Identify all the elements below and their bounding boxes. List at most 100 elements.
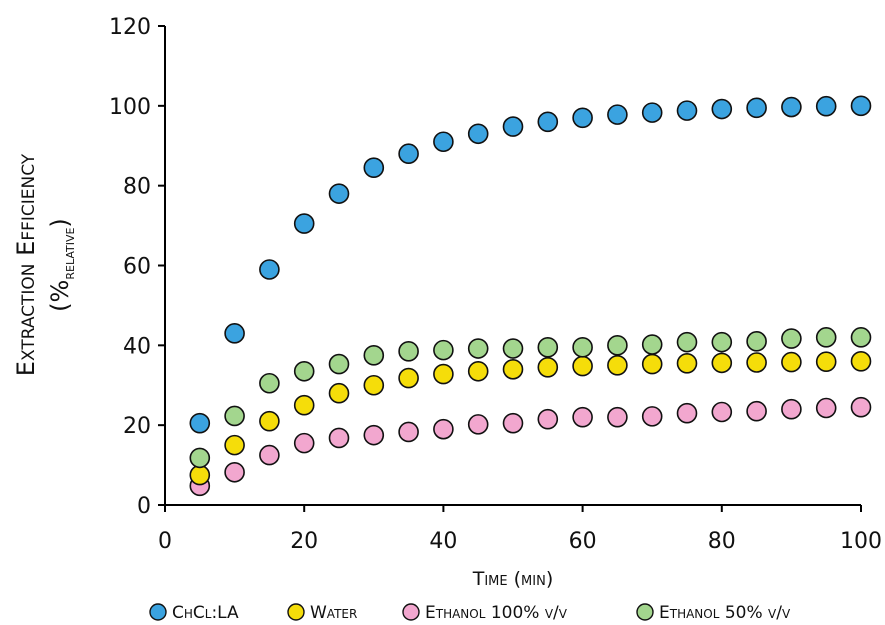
data-point xyxy=(293,360,315,382)
data-point xyxy=(850,350,872,372)
data-point xyxy=(746,400,767,422)
y-tick-label: 20 xyxy=(123,414,151,439)
data-point xyxy=(328,353,350,375)
data-point xyxy=(572,107,593,129)
data-point xyxy=(189,412,211,434)
y-axis-title-line1: Extraction Efficiency xyxy=(12,153,40,376)
data-point xyxy=(433,339,454,361)
series-points xyxy=(189,350,872,486)
data-point xyxy=(746,331,767,352)
data-point xyxy=(293,394,315,416)
data-point xyxy=(711,331,733,353)
y-tick-label: 40 xyxy=(123,334,151,359)
y-axis-title: Extraction Efficiency (%relative) xyxy=(12,153,78,376)
data-point xyxy=(850,396,872,418)
data-point xyxy=(398,421,419,443)
data-point xyxy=(815,351,837,372)
data-point xyxy=(641,353,663,375)
y-tick-label: 80 xyxy=(123,175,151,200)
legend-marker xyxy=(149,603,167,621)
data-point xyxy=(711,98,733,120)
data-point xyxy=(850,327,872,348)
data-point xyxy=(607,104,628,125)
data-point xyxy=(363,157,385,179)
legend-label: Ethanol 50% v/v xyxy=(659,603,791,623)
data-point xyxy=(224,323,245,344)
data-point xyxy=(467,338,489,359)
data-point xyxy=(328,427,350,449)
data-point xyxy=(641,102,663,123)
data-point xyxy=(189,464,211,486)
legend-item: Water xyxy=(287,603,357,623)
x-tick-label: 60 xyxy=(569,529,597,554)
data-point xyxy=(537,111,559,133)
data-point xyxy=(676,402,698,424)
data-point xyxy=(328,382,350,404)
data-point xyxy=(433,131,454,153)
data-point xyxy=(224,405,245,427)
data-point xyxy=(676,331,698,353)
legend-marker xyxy=(402,603,420,621)
data-point xyxy=(572,406,593,428)
data-point xyxy=(781,351,802,373)
data-point xyxy=(224,434,245,456)
y-tick-label: 0 xyxy=(137,494,151,519)
data-point xyxy=(572,337,593,358)
data-point xyxy=(398,143,419,165)
y-tick-label: 100 xyxy=(109,95,151,120)
data-point xyxy=(363,424,385,446)
data-point xyxy=(259,372,280,394)
legend: ChCl:LA Water Ethanol 100% v/v Ethanol 50% … xyxy=(149,603,791,623)
data-point xyxy=(607,406,628,428)
x-tick-label: 40 xyxy=(429,529,457,554)
y-axis-title-line2: (%relative) xyxy=(46,218,78,312)
data-point xyxy=(781,96,802,118)
data-point xyxy=(259,259,280,280)
legend-marker xyxy=(287,603,305,621)
data-point xyxy=(711,401,733,423)
data-point xyxy=(711,352,733,374)
data-point xyxy=(572,355,593,377)
y-axis-title-suffix: ) xyxy=(46,218,74,227)
data-point xyxy=(537,337,559,358)
series-points xyxy=(189,396,872,497)
legend-label: Water xyxy=(310,603,357,623)
data-point xyxy=(815,327,837,348)
data-point xyxy=(259,410,280,432)
legend-label: Ethanol 100% v/v xyxy=(425,603,568,623)
x-tick-label: 0 xyxy=(158,529,172,554)
data-point xyxy=(676,352,698,374)
x-ticks: 0 20 40 60 80 100 xyxy=(158,505,882,554)
data-points xyxy=(189,95,872,497)
data-point xyxy=(676,100,698,121)
data-point xyxy=(328,183,350,204)
data-point xyxy=(433,363,454,385)
data-point xyxy=(641,406,663,427)
data-point xyxy=(781,398,802,420)
data-point xyxy=(433,418,454,440)
data-point xyxy=(398,367,419,389)
legend-label: ChCl:LA xyxy=(172,603,239,623)
data-point xyxy=(607,354,628,376)
legend-item: Ethanol 100% v/v xyxy=(402,603,568,623)
data-point xyxy=(781,328,802,349)
data-point xyxy=(363,374,385,396)
x-tick-label: 20 xyxy=(290,529,318,554)
series-points xyxy=(189,95,872,434)
legend-marker xyxy=(636,603,654,621)
legend-item: Ethanol 50% v/v xyxy=(636,603,791,623)
legend-item: ChCl:LA xyxy=(149,603,239,623)
y-axis-title-subscript: relative xyxy=(59,228,78,280)
data-point xyxy=(363,345,385,366)
data-point xyxy=(746,352,767,373)
data-point xyxy=(502,338,524,359)
data-point xyxy=(502,358,524,380)
x-axis-title: Time (min) xyxy=(472,568,554,590)
data-point xyxy=(502,412,524,434)
y-axis-title-prefix: (% xyxy=(46,280,74,312)
data-point xyxy=(467,123,489,145)
y-tick-label: 120 xyxy=(109,15,151,40)
x-tick-label: 100 xyxy=(840,529,882,554)
series-points xyxy=(189,327,872,469)
